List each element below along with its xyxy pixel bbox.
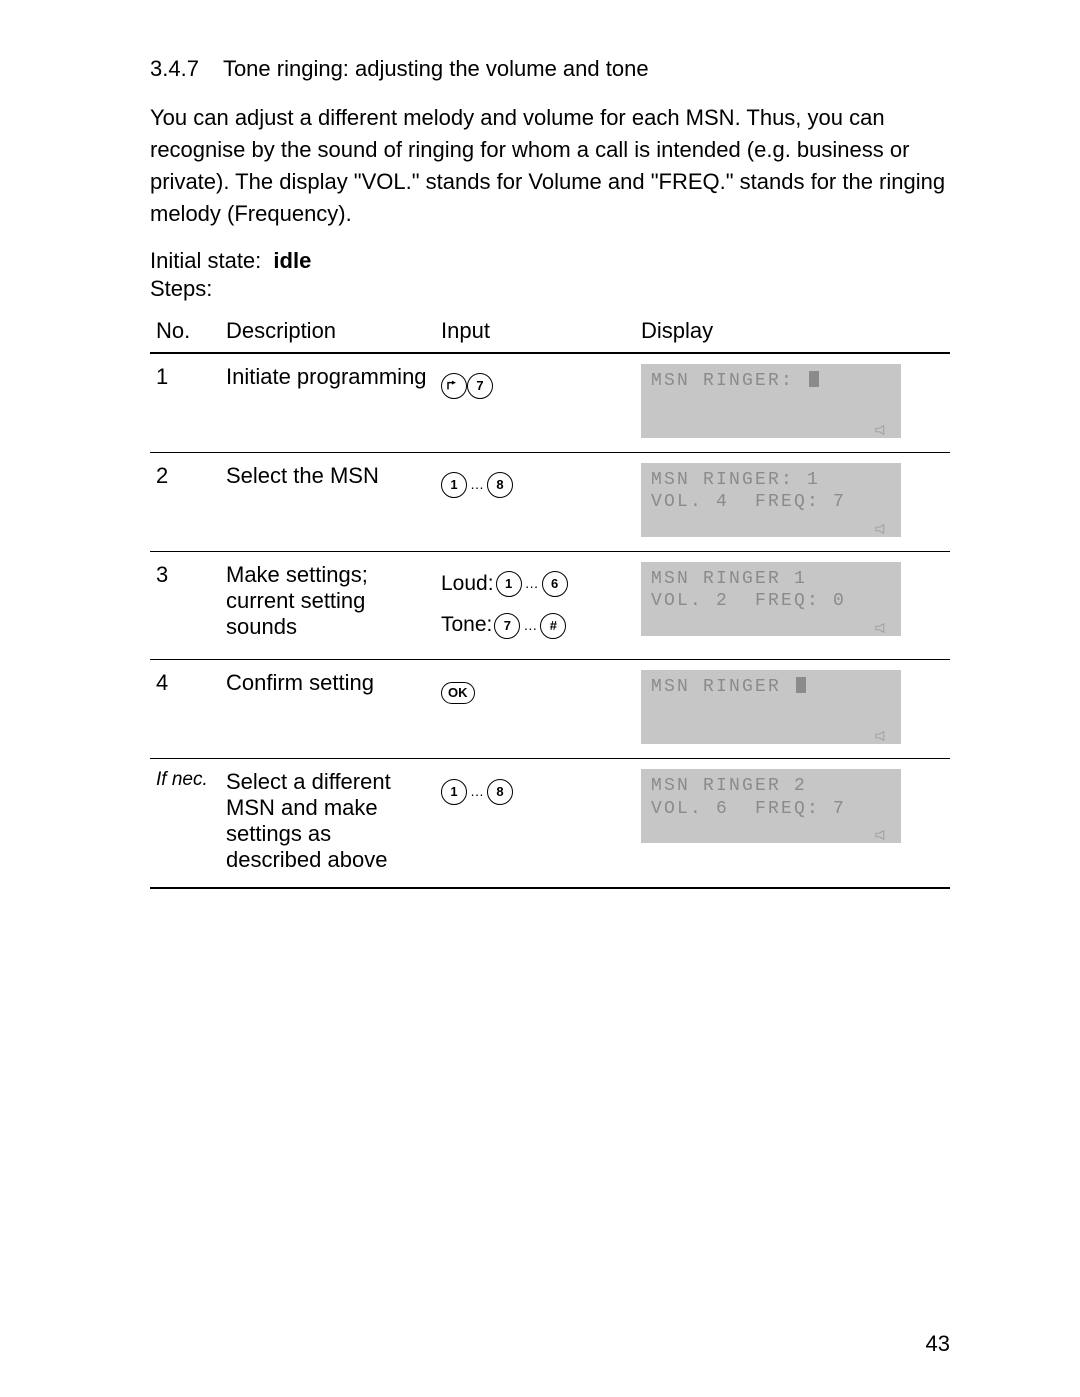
input-line-label: Loud: [441, 572, 494, 595]
table-row: If nec.Select a different MSN and make s… [150, 759, 950, 889]
cell-input: OK [435, 660, 635, 759]
input-line-label: Tone: [441, 613, 492, 636]
input-line: OK [441, 670, 629, 712]
lcd-cursor [809, 371, 819, 387]
digit-key-8: 8 [487, 779, 513, 805]
input-line: Tone:7…# [441, 603, 629, 645]
digit-key-1: 1 [496, 571, 522, 597]
col-desc: Description [220, 312, 435, 353]
lcd-line2: VOL. 6 FREQ: 7 [651, 798, 891, 821]
initial-state-label: Initial state: [150, 248, 261, 273]
cell-desc: Confirm setting [220, 660, 435, 759]
procedure-table: No. Description Input Display 1Initiate … [150, 312, 950, 890]
cell-no: 3 [150, 551, 220, 660]
cell-input: 1…8 [435, 759, 635, 889]
cell-desc: Make settings; current setting sounds [220, 551, 435, 660]
digit-key-hash: # [540, 613, 566, 639]
digit-key-6: 6 [542, 571, 568, 597]
speaker-icon [875, 826, 889, 838]
digit-key-1: 1 [441, 779, 467, 805]
lcd-display: MSN RINGER 1VOL. 2 FREQ: 0 [641, 562, 901, 636]
cell-display: MSN RINGER: 1VOL. 4 FREQ: 7 [635, 452, 950, 551]
cell-input: 1…8 [435, 452, 635, 551]
initial-state-value: idle [273, 248, 311, 273]
cell-no: 1 [150, 353, 220, 453]
cell-desc: Initiate programming [220, 353, 435, 453]
digit-key-8: 8 [487, 472, 513, 498]
digit-key-7: 7 [467, 373, 493, 399]
cell-no: If nec. [150, 759, 220, 889]
key-range-ellipsis: … [523, 617, 537, 633]
input-line: 1…8 [441, 463, 629, 505]
cell-desc: Select a different MSN and make settings… [220, 759, 435, 889]
intro-paragraph: You can adjust a different melody and vo… [150, 102, 950, 230]
lcd-display: MSN RINGER: [641, 364, 901, 438]
input-line: 1…8 [441, 769, 629, 811]
table-row: 2Select the MSN1…8 MSN RINGER: 1VOL. 4 FR… [150, 452, 950, 551]
cell-input: 7 [435, 353, 635, 453]
lcd-line2: VOL. 2 FREQ: 0 [651, 590, 891, 613]
cell-desc: Select the MSN [220, 452, 435, 551]
lcd-line1: MSN RINGER: [651, 370, 891, 393]
lcd-line1: MSN RINGER [651, 676, 891, 699]
cell-display: MSN RINGER [635, 660, 950, 759]
menu-key [441, 373, 467, 399]
steps-label: Steps: [150, 276, 950, 302]
cell-display: MSN RINGER: [635, 353, 950, 453]
cell-no: 2 [150, 452, 220, 551]
digit-key-1: 1 [441, 472, 467, 498]
col-no: No. [150, 312, 220, 353]
table-row: 1Initiate programming 7 MSN RINGER: [150, 353, 950, 453]
lcd-display: MSN RINGER [641, 670, 901, 744]
lcd-cursor [796, 677, 806, 693]
section-title: Tone ringing: adjusting the volume and t… [223, 56, 649, 82]
lcd-line1: MSN RINGER: 1 [651, 469, 891, 492]
cell-input: Loud:1…6Tone:7…# [435, 551, 635, 660]
speaker-icon [875, 520, 889, 532]
col-disp: Display [635, 312, 950, 353]
col-input: Input [435, 312, 635, 353]
speaker-icon [875, 619, 889, 631]
manual-page: 3.4.7 Tone ringing: adjusting the volume… [0, 0, 1080, 1397]
input-line: Loud:1…6 [441, 562, 629, 604]
lcd-display: MSN RINGER: 1VOL. 4 FREQ: 7 [641, 463, 901, 537]
speaker-icon [875, 727, 889, 739]
table-row: 4Confirm setting OK MSN RINGER [150, 660, 950, 759]
key-range-ellipsis: … [470, 476, 484, 492]
initial-state-row: Initial state: idle [150, 248, 950, 274]
table-row: 3Make settings; current setting soundsLo… [150, 551, 950, 660]
key-range-ellipsis: … [525, 575, 539, 591]
cell-display: MSN RINGER 1VOL. 2 FREQ: 0 [635, 551, 950, 660]
lcd-line1: MSN RINGER 1 [651, 568, 891, 591]
ok-key: OK [441, 682, 475, 704]
cell-display: MSN RINGER 2VOL. 6 FREQ: 7 [635, 759, 950, 889]
lcd-line2: VOL. 4 FREQ: 7 [651, 491, 891, 514]
table-header-row: No. Description Input Display [150, 312, 950, 353]
lcd-line1: MSN RINGER 2 [651, 775, 891, 798]
cell-no: 4 [150, 660, 220, 759]
section-heading: 3.4.7 Tone ringing: adjusting the volume… [150, 56, 950, 82]
page-number: 43 [926, 1331, 950, 1357]
input-line: 7 [441, 364, 629, 406]
section-number: 3.4.7 [150, 56, 199, 82]
key-range-ellipsis: … [470, 783, 484, 799]
lcd-display: MSN RINGER 2VOL. 6 FREQ: 7 [641, 769, 901, 843]
speaker-icon [875, 421, 889, 433]
digit-key-7: 7 [494, 613, 520, 639]
